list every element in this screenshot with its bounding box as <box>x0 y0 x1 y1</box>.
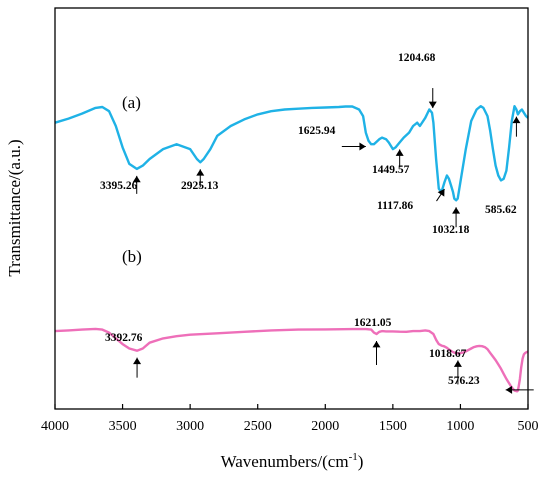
x-tick-label: 500 <box>518 419 539 434</box>
series-line-b <box>54 327 529 393</box>
x-axis-label-close: ) <box>358 452 364 471</box>
series-label-b: (b) <box>122 247 142 266</box>
peak-arrowhead <box>452 207 461 214</box>
x-tick-label: 4000 <box>41 419 69 434</box>
y-axis-label: Transmittance/(a.u.) <box>5 139 24 276</box>
peak-arrowhead <box>437 189 445 197</box>
peak-arrowhead <box>505 385 513 394</box>
peak-label: 3395.26 <box>100 180 138 192</box>
x-tick-label: 3500 <box>109 419 137 434</box>
x-axis-label: Wavenumbers/(cm-1) <box>221 451 364 471</box>
series-line-a <box>54 105 529 202</box>
peak-label: 1018.67 <box>429 348 467 360</box>
peak-arrowhead <box>133 357 142 365</box>
axes <box>54 7 529 410</box>
series-label-a: (a) <box>122 93 141 112</box>
peak-label: 1117.86 <box>377 200 413 212</box>
peak-label: 3392.76 <box>105 332 143 344</box>
x-axis-label-superscript: -1 <box>349 451 358 463</box>
peak-annotations: 3395.26 2925.13 1625.94 1449.57 1204.68 1117.… <box>100 52 534 394</box>
x-tick-label: 1000 <box>446 419 474 434</box>
peak-label: 576.23 <box>448 375 480 387</box>
peak-label: 1032.18 <box>432 224 470 236</box>
peak-arrowhead <box>512 116 521 124</box>
peak-arrowhead <box>196 169 205 176</box>
x-tick-label: 2000 <box>311 419 339 434</box>
peak-label: 2925.13 <box>181 180 219 192</box>
peak-label: 1621.05 <box>354 317 392 329</box>
peak-arrowhead <box>359 142 366 151</box>
peak-label: 1625.94 <box>298 125 336 137</box>
x-tick-label: 2500 <box>244 419 272 434</box>
peak-label: 1449.57 <box>372 164 410 176</box>
peak-arrowhead <box>372 340 381 348</box>
peak-arrowhead <box>453 360 462 367</box>
x-tick-label: 3000 <box>176 419 204 434</box>
peak-label: 1204.68 <box>398 52 436 64</box>
plot-frame <box>54 7 529 410</box>
peak-arrowhead <box>395 149 404 156</box>
peak-arrowhead <box>132 175 141 183</box>
curves: (a) (b) <box>54 93 529 393</box>
peak-arrowhead <box>428 101 437 109</box>
x-ticks: 4000 3500 3000 2500 2000 1500 1000 500 <box>41 404 539 434</box>
x-axis-label-main: Wavenumbers/(cm <box>221 452 349 471</box>
peak-label: 585.62 <box>485 204 517 216</box>
x-tick-label: 1500 <box>379 419 407 434</box>
